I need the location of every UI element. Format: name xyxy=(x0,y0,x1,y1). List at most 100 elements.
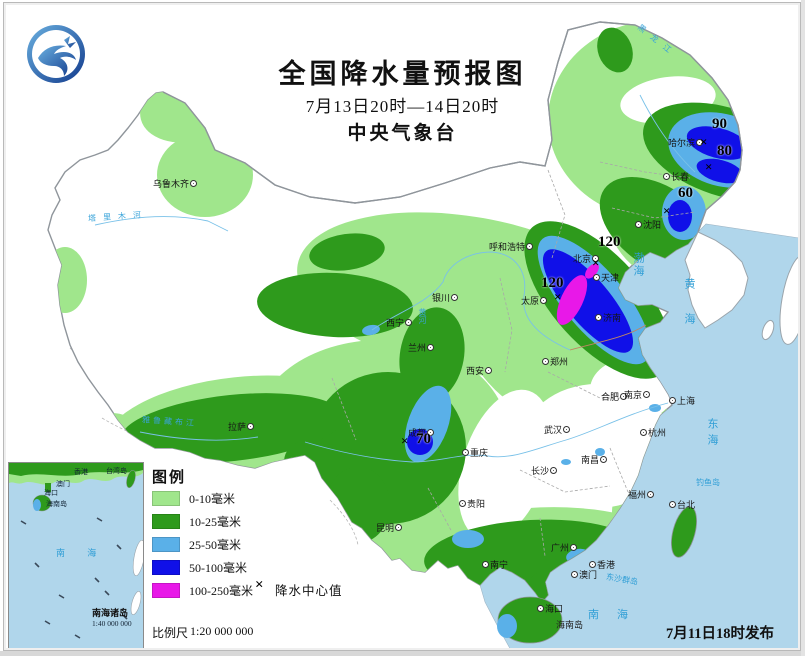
city-label: 济南 xyxy=(594,311,621,324)
inset-label-hainan: 海南岛 xyxy=(46,500,67,508)
city-label: 澳门 xyxy=(570,568,597,581)
taiwan-island xyxy=(671,506,697,558)
city-label: 呼和浩特 xyxy=(489,240,534,253)
legend-label: 25-50毫米 xyxy=(189,538,241,552)
korea-peninsula xyxy=(684,231,749,329)
legend-label: 0-10毫米 xyxy=(189,492,235,506)
city-label: 天津 xyxy=(592,271,619,284)
city-label: 乌鲁木齐 xyxy=(153,177,198,190)
city-label: 台北 xyxy=(668,498,695,511)
city-label: 哈尔滨 xyxy=(668,136,704,149)
city-dot xyxy=(663,173,670,180)
city-dot xyxy=(593,274,600,281)
city-label: 成都 xyxy=(408,426,435,439)
city-dot xyxy=(570,544,578,551)
city-dot xyxy=(550,467,558,474)
precip-value-label: 60 xyxy=(678,185,693,201)
city-dot xyxy=(696,139,704,146)
precip-value-label: 120 xyxy=(598,234,621,250)
city-dot xyxy=(395,524,403,531)
city-label: 兰州 xyxy=(408,341,435,354)
city-label: 郑州 xyxy=(541,355,568,368)
legend-label: 100-250毫米 xyxy=(189,584,253,598)
agency-name: 中央气象台 xyxy=(347,123,458,144)
city-label: 西安 xyxy=(466,364,493,377)
precipitation-layers xyxy=(48,22,742,602)
city-label: 福州 xyxy=(628,488,655,501)
city-label: 西宁 xyxy=(386,316,413,329)
city-dot xyxy=(190,180,198,187)
city-dot xyxy=(647,491,655,498)
city-dot xyxy=(462,449,469,456)
frame-right-strip xyxy=(801,0,805,656)
legend-center-label: 降水中心值 xyxy=(275,584,343,598)
legend-swatch-0-10 xyxy=(152,491,180,506)
city-dot xyxy=(640,429,647,436)
legend-center-symbol: × xyxy=(255,577,264,593)
precip-value-label: 120 xyxy=(541,275,564,291)
city-dot xyxy=(482,561,489,568)
city-dot xyxy=(595,314,602,321)
legend-swatch-10-25 xyxy=(152,514,180,529)
city-label: 杭州 xyxy=(639,426,666,439)
precip-center-marker: × xyxy=(554,289,562,304)
city-label: 贵阳 xyxy=(458,497,485,510)
city-dot xyxy=(589,561,596,568)
precip-value-label: 80 xyxy=(717,143,732,159)
inset-label-macau: 澳门 xyxy=(56,480,70,488)
city-label: 重庆 xyxy=(461,446,488,459)
city-dot xyxy=(643,391,651,398)
precip-value-label: 90 xyxy=(712,116,727,132)
city-label: 南宁 xyxy=(481,558,508,571)
city-dot xyxy=(600,456,608,463)
city-label: 合肥 xyxy=(601,390,628,403)
city-label: 昆明 xyxy=(376,521,403,534)
precip-center-marker: × xyxy=(663,203,671,218)
sea-label-bohai: 渤海 xyxy=(632,252,644,278)
city-dot xyxy=(485,367,493,374)
city-label: 武汉 xyxy=(544,423,571,436)
inset-label-taiwan: 台湾岛 xyxy=(106,467,127,475)
city-dot xyxy=(247,423,255,430)
precip-center-marker: × xyxy=(700,134,708,149)
city-dot xyxy=(571,571,578,578)
sea-label-yellow-sea: 黄海 xyxy=(683,278,695,348)
scale-value: 1:20 000 000 xyxy=(190,624,254,638)
precip-center-marker: × xyxy=(592,255,600,270)
city-dot xyxy=(459,500,466,507)
city-label: 广州 xyxy=(551,541,578,554)
legend-swatch-100-250 xyxy=(152,583,180,598)
city-dot xyxy=(669,397,676,404)
city-label: 沈阳 xyxy=(634,218,661,231)
city-dot xyxy=(592,255,600,262)
inset-title: 南海诸岛 xyxy=(92,608,129,618)
legend-label: 10-25毫米 xyxy=(189,515,241,529)
city-dot xyxy=(563,426,571,433)
forecast-period: 7月13日20时—14日20时 xyxy=(305,97,500,116)
city-dot xyxy=(427,344,435,351)
south-china-sea-inset xyxy=(8,462,144,650)
city-dot xyxy=(537,605,544,612)
page-title: 全国降水量预报图 xyxy=(278,59,527,89)
city-dot xyxy=(405,319,413,326)
inset-label-hongkong: 香港 xyxy=(74,468,88,476)
scale-label: 比例尺 xyxy=(152,626,189,640)
precip-center-marker: × xyxy=(401,433,409,448)
city-label: 南京 xyxy=(624,388,651,401)
precip-value-label: 70 xyxy=(416,431,431,447)
cma-logo xyxy=(27,25,85,83)
city-label: 南昌 xyxy=(581,453,608,466)
precip-center-marker: × xyxy=(705,159,713,174)
city-dot xyxy=(542,358,549,365)
city-label: 长春 xyxy=(662,170,689,183)
inset-label-haikou: 海口 xyxy=(44,489,58,497)
river-label-yellow-river: 黄河 xyxy=(418,308,427,324)
city-dot xyxy=(620,393,628,400)
city-dot xyxy=(526,243,534,250)
city-dot xyxy=(635,221,642,228)
city-label: 香港 xyxy=(588,558,615,571)
city-label: 拉萨 xyxy=(228,420,255,433)
issued-timestamp: 7月11日18时发布 xyxy=(666,626,774,642)
